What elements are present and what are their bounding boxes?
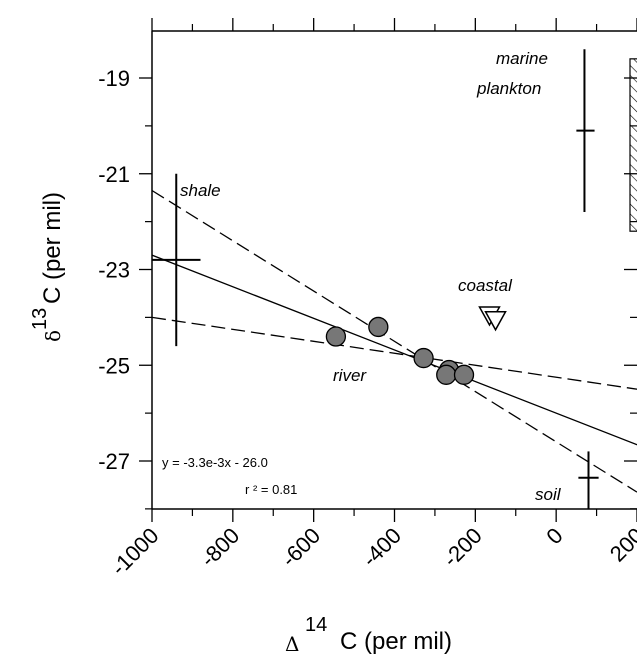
y-tick-label: -25	[98, 353, 130, 378]
hatched-region	[629, 58, 637, 232]
hatched-bar	[629, 58, 637, 232]
x-tick-label: -1000	[106, 523, 163, 580]
x-tick-label: -600	[276, 523, 325, 572]
x-tick-label: 200	[605, 523, 637, 567]
y-axis-title-superscript: 13	[29, 308, 51, 330]
r-squared: r ² = 0.81	[245, 482, 297, 497]
plot-frame	[151, 30, 637, 510]
endmember-error-bars	[152, 49, 599, 509]
x-tick-label: -200	[438, 523, 487, 572]
x-axis-title-text: C (per mil)	[340, 628, 452, 655]
regression-equation: y = -3.3e-3x - 26.0	[162, 455, 268, 470]
label-marine: marine	[496, 49, 548, 68]
regression-lines	[152, 189, 637, 493]
x-tick-label: -800	[196, 523, 245, 572]
y-tick-label: -27	[98, 449, 130, 474]
x-axis-title: Δ 14 C (per mil)	[285, 614, 452, 656]
y-axis-title: δ 13 C (per mil)	[29, 192, 66, 342]
y-tick-label: -21	[98, 162, 130, 187]
label-river: river	[333, 366, 367, 385]
x-axis-title-superscript: 14	[305, 614, 327, 636]
regression-line	[152, 254, 637, 446]
x-axis-title-prefix: Δ	[285, 632, 299, 656]
river-point	[436, 364, 457, 385]
label-soil: soil	[535, 485, 562, 504]
label-plankton: plankton	[476, 79, 541, 98]
y-axis-title-prefix: δ	[41, 330, 65, 342]
y-axis-title-text: C (per mil)	[39, 192, 66, 304]
data-points	[325, 306, 507, 385]
y-tick-label: -23	[98, 258, 130, 283]
x-tick-label: -400	[357, 523, 406, 572]
coastal-point	[484, 311, 507, 332]
label-coastal: coastal	[458, 276, 513, 295]
river-point	[413, 347, 434, 369]
river-point	[325, 326, 347, 347]
river-point	[368, 316, 389, 338]
confidence-band-lower	[152, 189, 637, 493]
confidence-band-upper	[152, 316, 637, 390]
river-point	[453, 364, 475, 385]
y-tick-label: -19	[98, 66, 130, 91]
x-tick-label: 0	[541, 523, 567, 549]
label-shale: shale	[180, 181, 221, 200]
